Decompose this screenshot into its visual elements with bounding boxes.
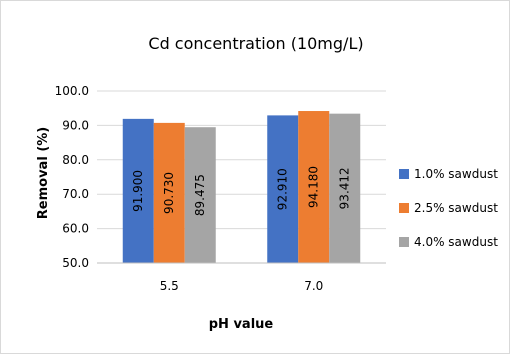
y-tick-label: 70.0 [62, 187, 89, 201]
bar [184, 127, 216, 264]
chart-title: Cd concentration (10mg/L) [148, 34, 363, 53]
legend: 1.0% sawdust 2.5% sawdust 4.0% sawdust [399, 167, 498, 249]
y-axis-title: Removal (%) [36, 127, 51, 219]
bar-data-label: 94.180 [307, 166, 321, 208]
y-axis-ticks: 100.0 90.0 80.0 70.0 60.0 50.0 [55, 84, 89, 270]
bar [153, 122, 185, 264]
bar [267, 115, 299, 263]
y-tick-label: 100.0 [55, 84, 89, 98]
bar [298, 111, 330, 263]
legend-label: 4.0% sawdust [414, 235, 498, 249]
legend-swatch [399, 169, 409, 179]
bar-data-label: 92.910 [276, 168, 290, 210]
bar [122, 118, 154, 263]
legend-swatch [399, 203, 409, 213]
bar-labels: 91.900 90.730 89.475 92.910 94.180 93.412 [131, 166, 352, 216]
y-tick-label: 80.0 [62, 153, 89, 167]
y-tick-label: 50.0 [62, 256, 89, 270]
legend-label: 2.5% sawdust [414, 201, 498, 215]
x-tick-label: 5.5 [160, 279, 179, 293]
bars [122, 111, 361, 264]
legend-label: 1.0% sawdust [414, 167, 498, 181]
bar-data-label: 90.730 [162, 172, 176, 214]
x-axis-title: pH value [209, 317, 274, 332]
bar [329, 113, 361, 263]
x-tick-label: 7.0 [304, 279, 323, 293]
y-tick-label: 60.0 [62, 222, 89, 236]
bar-data-label: 91.900 [131, 170, 145, 212]
y-tick-label: 90.0 [62, 118, 89, 132]
bar-data-label: 93.412 [338, 167, 352, 209]
x-axis-ticks: 5.5 7.0 [160, 279, 324, 293]
legend-swatch [399, 237, 409, 247]
bar-data-label: 89.475 [193, 174, 207, 216]
